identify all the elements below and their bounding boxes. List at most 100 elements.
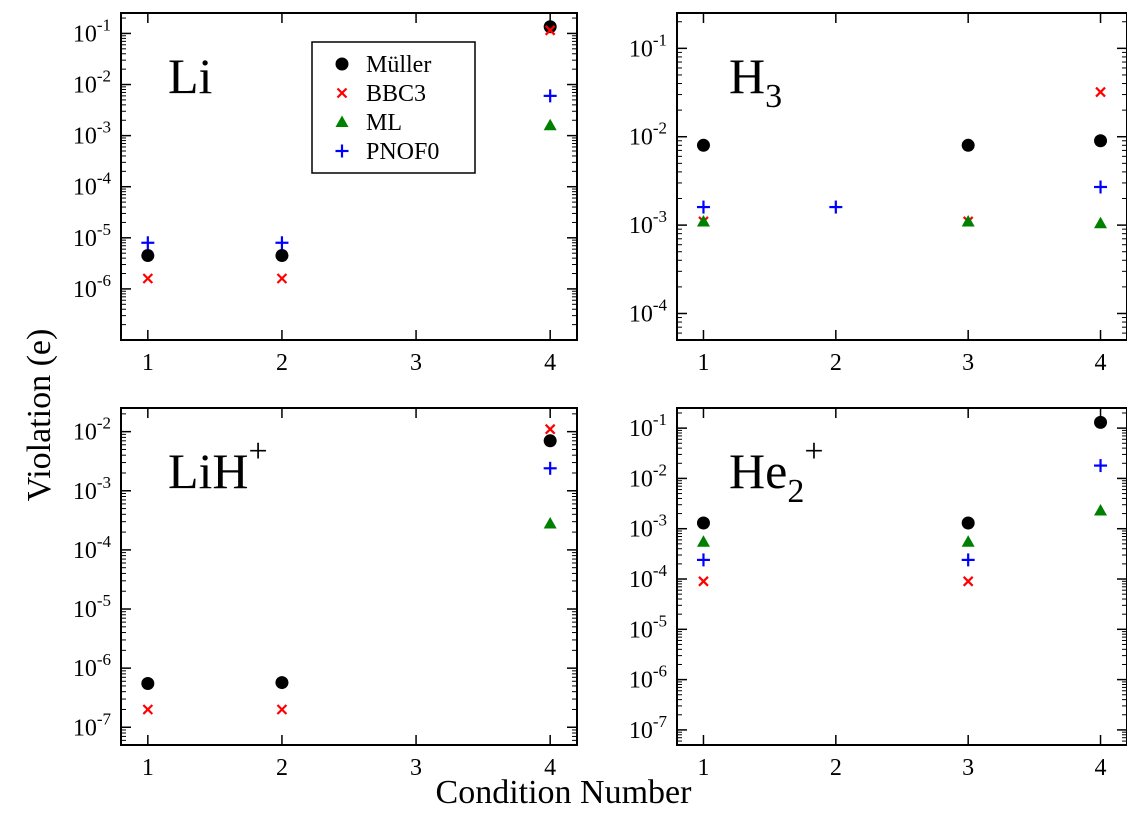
marker-ml (1094, 504, 1108, 516)
marker-bbc3 (544, 423, 556, 435)
legend-marker (335, 57, 349, 71)
y-axis-title: Violation (e) (21, 328, 58, 502)
legend-label: PNOF0 (366, 139, 439, 165)
marker-ml (696, 535, 710, 547)
marker-pnof0 (141, 236, 155, 250)
panel-4: 1 2 3 4 10-7 10-6 10-5 10-4 10-3 10-2 10-1 He2+ (629, 407, 1127, 781)
legend-marker (335, 115, 349, 127)
panel-2: 1 2 3 4 10-4 10-3 10-2 10-1 H3 (629, 12, 1127, 376)
marker-ml (696, 214, 710, 227)
marker-mller (696, 516, 710, 530)
marker-pnof0 (696, 553, 710, 567)
y-tick-label: 10-2 (629, 460, 667, 492)
marker-bbc3 (276, 704, 288, 715)
legend: Müller BBC3 ML PNOF0 (311, 41, 476, 174)
y-tick-label: 10-6 (73, 271, 111, 303)
x-tick-label: 4 (544, 755, 556, 781)
marker-pnof0 (543, 89, 557, 103)
panel-label: Li (168, 48, 212, 104)
x-tick-label: 3 (410, 755, 422, 781)
y-tick-label: 10-4 (73, 169, 112, 201)
marker-mller (961, 138, 975, 152)
legend-label: BBC3 (366, 81, 426, 107)
marker-pnof0 (1094, 180, 1108, 194)
marker-bbc3 (698, 576, 709, 587)
marker-bbc3 (962, 576, 974, 587)
plot-frame (676, 12, 1127, 341)
marker-mller (141, 676, 155, 690)
marker-pnof0 (1094, 459, 1108, 473)
x-axis-title: Condition Number (435, 774, 692, 811)
legend-entry: ML (335, 110, 402, 136)
panel-1: 1 2 3 4 10-6 10-5 10-4 10-3 10-2 10-1 Li (73, 12, 578, 376)
marker-mller (961, 516, 975, 530)
plot-frame (120, 407, 578, 746)
x-tick-label: 1 (697, 350, 709, 376)
marker-ml (961, 214, 975, 227)
legend-label: ML (366, 110, 402, 136)
marker-ml (1094, 216, 1108, 229)
marker-mller (1094, 415, 1108, 429)
y-tick-label: 10-4 (629, 561, 668, 593)
legend-marker (336, 87, 348, 99)
marker-mller (275, 249, 289, 263)
marker-pnof0 (961, 553, 975, 567)
y-tick-label: 10-1 (73, 15, 111, 47)
x-tick-label: 2 (276, 350, 288, 376)
legend-entry: Müller (335, 52, 431, 78)
marker-mller (696, 138, 710, 152)
marker-bbc3 (276, 273, 288, 284)
y-tick-label: 10-5 (629, 611, 667, 643)
x-tick-label: 1 (697, 755, 709, 781)
marker-mller (275, 676, 289, 690)
x-tick-label: 1 (142, 755, 154, 781)
marker-bbc3 (544, 25, 556, 36)
x-tick-label: 3 (410, 350, 422, 376)
marker-mller (1094, 134, 1108, 148)
panel-label: H3 (729, 48, 782, 115)
x-tick-label: 2 (830, 755, 842, 781)
marker-ml (543, 118, 557, 131)
y-tick-label: 10-1 (629, 410, 667, 442)
y-tick-label: 10-2 (73, 414, 111, 446)
y-tick-label: 10-2 (629, 119, 667, 151)
plot-frame (676, 407, 1127, 746)
marker-bbc3 (142, 273, 154, 284)
panel-label: LiH+ (168, 433, 268, 499)
x-tick-label: 3 (962, 350, 974, 376)
y-tick-label: 10-2 (73, 67, 111, 99)
y-tick-label: 10-3 (629, 207, 667, 239)
x-tick-label: 4 (1095, 350, 1107, 376)
x-tick-label: 1 (142, 350, 154, 376)
marker-ml (961, 535, 975, 547)
x-tick-label: 3 (962, 755, 974, 781)
y-tick-label: 10-3 (73, 118, 111, 150)
legend-entry: BBC3 (336, 81, 426, 107)
y-tick-label: 10-3 (629, 511, 667, 543)
legend-marker (335, 144, 349, 158)
y-tick-label: 10-1 (629, 30, 667, 62)
marker-ml (543, 516, 557, 529)
panel-label: He2+ (729, 433, 824, 510)
y-tick-label: 10-6 (73, 650, 111, 682)
y-tick-label: 10-5 (73, 591, 111, 623)
marker-mller (543, 20, 557, 34)
legend-entry: PNOF0 (335, 139, 439, 165)
x-tick-label: 2 (276, 755, 288, 781)
y-tick-label: 10-6 (629, 662, 667, 694)
marker-pnof0 (275, 236, 289, 250)
marker-mller (141, 249, 155, 263)
marker-pnof0 (696, 200, 710, 214)
y-tick-label: 10-7 (73, 709, 112, 741)
marker-pnof0 (543, 461, 557, 475)
x-tick-label: 2 (830, 350, 842, 376)
marker-bbc3 (1095, 86, 1106, 98)
y-tick-label: 10-4 (629, 295, 668, 327)
x-tick-label: 4 (544, 350, 556, 376)
y-tick-label: 10-3 (73, 473, 111, 505)
marker-bbc3 (142, 704, 154, 715)
plot-frame (120, 12, 578, 341)
marker-mller (543, 434, 557, 448)
y-tick-label: 10-5 (73, 220, 111, 252)
